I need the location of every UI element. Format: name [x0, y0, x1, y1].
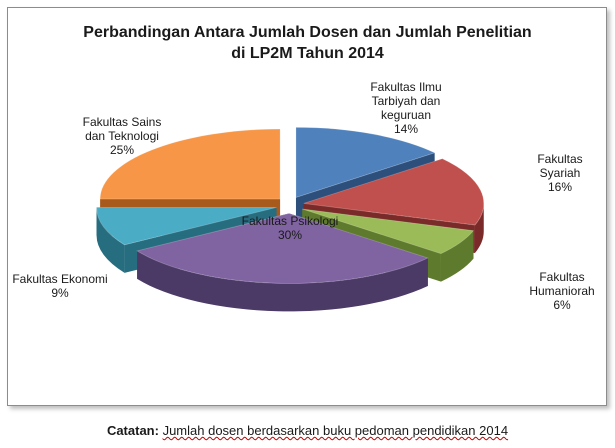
label-humaniorah-line-2: Humaniorah [529, 284, 595, 298]
label-tarbiyah: Fakultas Ilmu Tarbiyah dan keguruan 14% [370, 80, 441, 136]
label-sains-pct: 25% [109, 143, 135, 157]
footnote: Catatan: Jumlah dosen berdasarkan buku p… [0, 423, 615, 438]
footnote-text: Jumlah dosen berdasarkan buku pedoman pe… [162, 423, 509, 438]
pie-slice-psikologi [136, 212, 429, 312]
pie-slice-psikologi-rim-0 [137, 250, 428, 312]
label-syariah-line-1: Fakultas [537, 152, 583, 166]
label-humaniorah: Fakultas Humaniorah 6% [529, 270, 594, 312]
label-psikologi-line-1: Fakultas Psikologi [241, 214, 339, 228]
pie-slice-humaniorah-top [302, 208, 475, 255]
chart-title-line-2: di LP2M Tahun 2014 [231, 45, 384, 62]
chart-title-line-1: Perbandingan Antara Jumlah Dosen dan Jum… [83, 24, 532, 41]
pie-slice-syariah-top [303, 158, 485, 226]
pie-slice-ekonomi-rim-0 [96, 207, 125, 273]
chart-title: Perbandingan Antara Jumlah Dosen dan Jum… [0, 22, 615, 64]
label-tarbiyah-pct: 14% [393, 122, 419, 136]
pie-slice-sains-top [99, 128, 281, 200]
label-psikologi: Fakultas Psikologi 30% [242, 214, 339, 242]
pie-slice-tarbiyah-top [295, 126, 436, 198]
label-ekonomi-pct: 9% [51, 286, 69, 300]
label-syariah-line-2: Syariah [539, 166, 581, 180]
label-sains-line-2: dan Teknologi [85, 129, 159, 143]
label-tarbiyah-line-3: keguruan [380, 108, 432, 122]
label-sains-line-1: Fakultas Sains [82, 115, 162, 129]
pie-slice-psikologi-top [136, 212, 429, 284]
label-tarbiyah-line-2: Tarbiyah dan [371, 94, 441, 108]
label-tarbiyah-line-1: Fakultas Ilmu [370, 80, 442, 94]
pie-slice-ekonomi-top [96, 206, 277, 246]
label-sains: Fakultas Sains dan Teknologi 25% [83, 115, 162, 157]
label-ekonomi-line-1: Fakultas Ekonomi [12, 272, 108, 286]
label-humaniorah-line-1: Fakultas [539, 270, 585, 284]
pie-slice-syariah-rim-0 [474, 203, 484, 254]
footnote-label: Catatan: [106, 423, 159, 438]
label-syariah: Fakultas Syariah 16% [537, 152, 582, 194]
label-syariah-pct: 16% [547, 180, 573, 194]
label-ekonomi: Fakultas Ekonomi 9% [12, 272, 107, 300]
pie-slice-humaniorah-rim-0 [440, 230, 474, 282]
label-psikologi-pct: 30% [277, 228, 303, 242]
label-humaniorah-pct: 6% [553, 298, 571, 312]
